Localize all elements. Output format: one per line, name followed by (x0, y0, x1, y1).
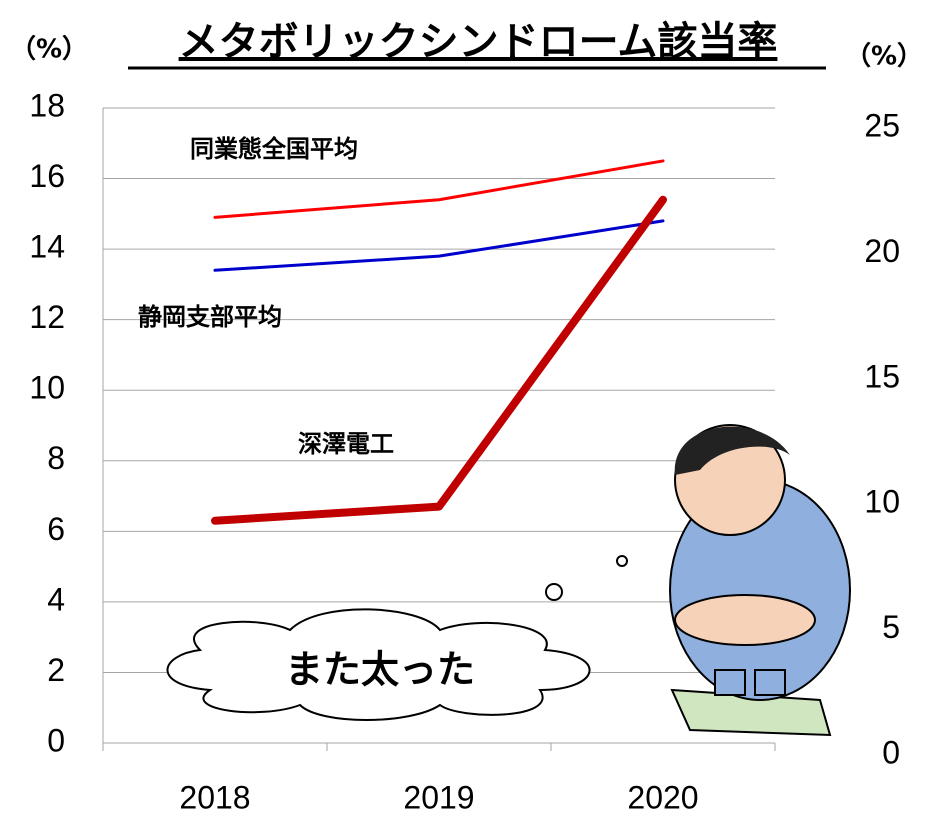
y2-tick-label: 5 (882, 609, 900, 645)
y-tick-label: 18 (29, 87, 65, 123)
thought-cloud (168, 530, 690, 720)
y2-tick-label: 25 (864, 107, 900, 143)
series-label: 静岡支部平均 (138, 303, 282, 331)
y2-tick-label: 10 (864, 484, 900, 520)
x-tick-label: 2019 (403, 779, 474, 815)
y-tick-label: 10 (29, 370, 65, 406)
y2-unit: （%） (845, 42, 923, 72)
annotation: また太った (285, 648, 475, 692)
series-line (215, 221, 663, 270)
y-tick-label: 6 (47, 511, 65, 547)
y2-tick-label: 0 (882, 734, 900, 770)
x-tick-label: 2020 (627, 779, 698, 815)
y-tick-label: 14 (29, 229, 65, 265)
series-line (215, 200, 663, 521)
series-label: 同業態全国平均 (190, 135, 358, 163)
y2-tick-label: 15 (864, 358, 900, 394)
series-line (215, 161, 663, 217)
series-label: 深澤電工 (298, 430, 394, 458)
chart: （%） メタボリックシンドローム該当率 （%） また太った 0 2 4 6 8 10 12 1… (0, 0, 940, 819)
y-tick-label: 2 (47, 652, 65, 688)
y-tick-label: 8 (47, 440, 65, 476)
cartoon-person (670, 425, 850, 735)
y-tick-label: 0 (47, 722, 65, 758)
y-unit: （%） (10, 35, 88, 65)
y2-tick-label: 20 (864, 233, 900, 269)
x-tick-label: 2018 (179, 779, 250, 815)
y-tick-label: 16 (29, 158, 65, 194)
chart-title: メタボリックシンドローム該当率 (179, 19, 778, 65)
y-tick-label: 4 (47, 581, 65, 617)
y-tick-label: 12 (29, 299, 65, 335)
